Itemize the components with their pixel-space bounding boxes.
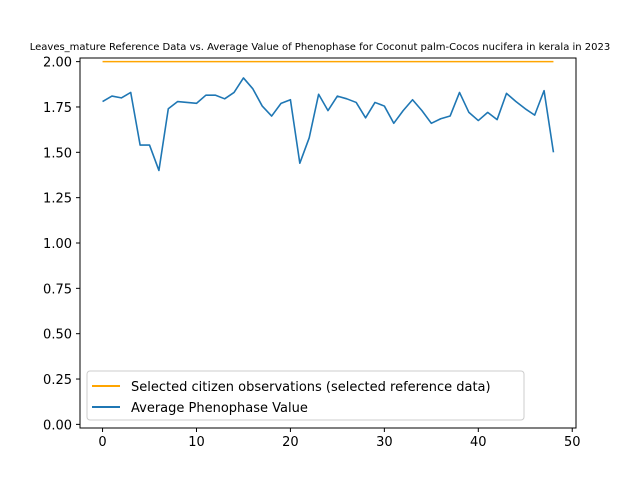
y-tick-label: 0.50: [43, 328, 72, 343]
y-tick-label: 2.00: [43, 56, 72, 71]
y-tick-label: 1.75: [43, 101, 72, 116]
x-tick-label: 50: [564, 435, 581, 450]
y-tick-label: 1.50: [43, 146, 72, 161]
y-tick-label: 0.75: [43, 282, 72, 297]
y-tick-label: 1.25: [43, 192, 72, 207]
y-tick-label: 0.25: [43, 373, 72, 388]
chart-title: Leaves_mature Reference Data vs. Average…: [30, 42, 611, 53]
y-tick-label: 0.00: [43, 418, 72, 433]
legend-label-reference: Selected citizen observations (selected …: [131, 380, 491, 395]
x-tick-label: 30: [376, 435, 393, 450]
legend-box: [86, 370, 525, 421]
plot-area: [80, 58, 576, 428]
legend: Selected citizen observations (selected …: [86, 370, 525, 421]
y-tick-label: 1.00: [43, 237, 72, 252]
series-layer: [102, 60, 555, 172]
x-tick-label: 40: [470, 435, 487, 450]
series-line-average: [102, 77, 555, 172]
x-tick-label: 20: [282, 435, 299, 450]
x-tick-label: 0: [98, 435, 106, 450]
x-tick-label: 10: [188, 435, 205, 450]
legend-label-average: Average Phenophase Value: [131, 401, 308, 416]
axes-layer: 0 10 20 30 40 50 0.00 0.25 0.50 0.75 1.00 1.25 1.50 1…: [43, 56, 580, 450]
